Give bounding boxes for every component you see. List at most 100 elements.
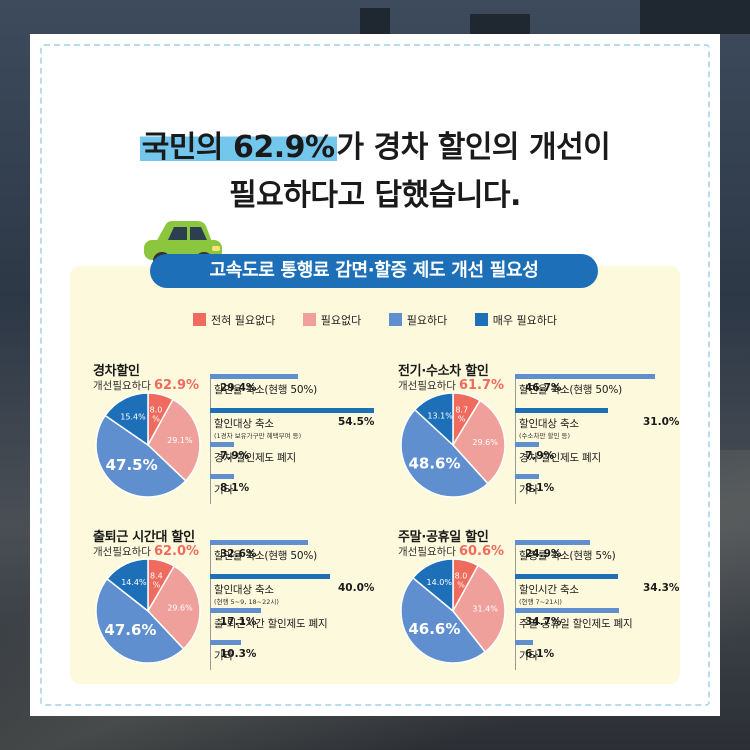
bar-group: 할증률 축소(현행 5%) 24.9% 할인시간 축소 34.3% (현행 7~21시)… (515, 540, 695, 670)
bar-group: 할인율 축소(현행 50%) 29.4% 할인대상 축소 54.5% (1경차 보유가구… (210, 374, 390, 504)
bar-mark (210, 474, 235, 479)
bar-label: 할인대상 축소 (214, 584, 274, 596)
dashed-border (40, 44, 710, 706)
bar-value: 7.9% (220, 450, 250, 462)
bar-mark (210, 640, 241, 645)
bar-mark (515, 474, 540, 479)
bar-mark (210, 540, 308, 545)
slice-label: 46.6% (408, 620, 460, 638)
bar-mark (515, 442, 539, 447)
legend-swatch (474, 313, 488, 326)
subtitle-value: 61.7% (458, 378, 505, 393)
chart-weekend: 주말·공휴일 할인 개선필요하다 60.6% 8.0% 31.4% 46.6% 14.0% 할… (398, 526, 698, 676)
legend-item: 매우 필요하다 (474, 312, 557, 328)
bar-mark (210, 408, 374, 413)
bar-mark (515, 574, 618, 579)
bar-value: 24.9% (525, 548, 562, 560)
legend-label: 매우 필요하다 (492, 314, 557, 327)
headline-rest: 가 경차 할인의 개선이 (336, 130, 611, 165)
slice-label: 8.0 (150, 405, 163, 414)
bar-mark (515, 540, 590, 545)
bar-label: 기타 (519, 650, 538, 662)
bar-label: 할인율 축소(현행 50%) (214, 550, 318, 562)
bar-mark (210, 574, 330, 579)
chart-subtitle: 개선필요하다 62.0% (93, 544, 199, 559)
chart-title: 전기·수소차 할인 (398, 364, 489, 379)
bar-value: 46.7% (525, 382, 562, 394)
subtitle-label: 개선필요하다 (93, 380, 151, 392)
bar-value: 6.1% (525, 648, 555, 660)
pie-slice (452, 399, 506, 485)
bar-value: 17.1% (220, 616, 257, 628)
subtitle-label: 개선필요하다 (398, 380, 456, 392)
pie-slice (104, 392, 149, 447)
bar-axis-line (515, 374, 516, 504)
pie-chart: 8.0% 31.4% 46.6% 14.0% (400, 558, 506, 664)
bar-label: 할인대상 축소 (519, 418, 579, 430)
bar-label: 할인시간 축소 (519, 584, 579, 596)
legend-label: 필요없다 (320, 314, 362, 327)
subtitle-label: 개선필요하다 (93, 546, 151, 558)
bar-mark (515, 408, 608, 413)
chart-subtitle: 개선필요하다 60.6% (398, 544, 504, 559)
slice-label: 47.5% (106, 456, 158, 474)
slice-label: 47.6% (104, 621, 156, 639)
bar-mark (210, 608, 262, 613)
bar-value: 8.1% (525, 482, 555, 494)
legend-item: 필요하다 (388, 312, 447, 328)
pie-slice (413, 392, 454, 447)
bar-axis-line (210, 374, 211, 504)
pie-slice (147, 565, 201, 650)
chart-title: 주말·공휴일 할인 (398, 530, 489, 545)
legend: 전혀 필요없다 필요없다 필요하다 매우 필요하다 (30, 312, 720, 328)
chart-title: 경차할인 (93, 364, 140, 379)
bar-label: 기타 (519, 484, 538, 496)
slice-label: 48.6% (408, 454, 460, 472)
bar-value: 34.3% (643, 582, 680, 594)
bar-label: 기타 (214, 484, 233, 496)
bar-value: 32.6% (220, 548, 257, 560)
bar-note: (1경차 보유가구만 혜택부여 등) (214, 432, 302, 440)
slice-label: % (457, 580, 465, 589)
bar-mark (515, 608, 620, 613)
pie-slice (106, 558, 149, 613)
bar-value: 7.9% (525, 450, 555, 462)
chart-subtitle: 개선필요하다 62.9% (93, 378, 199, 393)
bar-note: (수소차만 할인 등) (519, 432, 571, 440)
bar-mark (210, 442, 234, 447)
bar-label: 할증률 축소(현행 5%) (519, 550, 616, 562)
bar-label: 할인율 축소(현행 50%) (519, 384, 623, 396)
headline-line2: 필요하다고 답했습니다. (229, 178, 521, 213)
slice-label: 29.6% (472, 438, 498, 447)
legend-label: 전혀 필요없다 (211, 314, 276, 327)
bar-label: 할인대상 축소 (214, 418, 274, 430)
slice-label: 13.1% (427, 411, 453, 420)
slice-label: % (153, 580, 161, 589)
legend-swatch (388, 313, 402, 326)
bar-note: (현행 5~9, 18~22시) (214, 598, 279, 606)
pie-slice (411, 558, 454, 613)
bar-mark (210, 374, 299, 379)
subtitle-label: 개선필요하다 (398, 546, 456, 558)
slice-label: 31.4% (472, 604, 498, 613)
legend-item: 필요없다 (302, 312, 362, 328)
pie-chart: 8.0% 29.1% 47.5% 15.4% (95, 392, 201, 498)
infographic-card: 국민의 62.9%가 경차 할인의 개선이 필요하다고 답했습니다. 고속도로 … (30, 34, 720, 716)
bar-value: 8.1% (220, 482, 250, 494)
slice-label: 14.0% (427, 578, 453, 587)
pie-slice (400, 576, 487, 664)
bar-value: 31.0% (643, 416, 680, 428)
slice-label: 29.6% (167, 603, 193, 612)
slice-label: 8.7 (455, 405, 468, 414)
bar-label: 출·퇴근시간 할인제도 폐지 (214, 618, 328, 630)
legend-swatch (302, 313, 316, 326)
pie-chart: 8.7% 29.6% 48.6% 13.1% (400, 392, 506, 498)
chart-ev-hydrogen: 전기·수소차 할인 개선필요하다 61.7% 8.7% 29.6% 48.6% 13.1% 할… (398, 360, 698, 510)
bar-value: 54.5% (338, 416, 375, 428)
slice-label: 29.1% (167, 436, 193, 445)
bar-value: 29.4% (220, 382, 257, 394)
subtitle-value: 62.0% (153, 544, 200, 559)
slice-label: 14.4% (121, 578, 147, 587)
bar-axis-line (210, 540, 211, 670)
pie-slice (147, 398, 201, 482)
